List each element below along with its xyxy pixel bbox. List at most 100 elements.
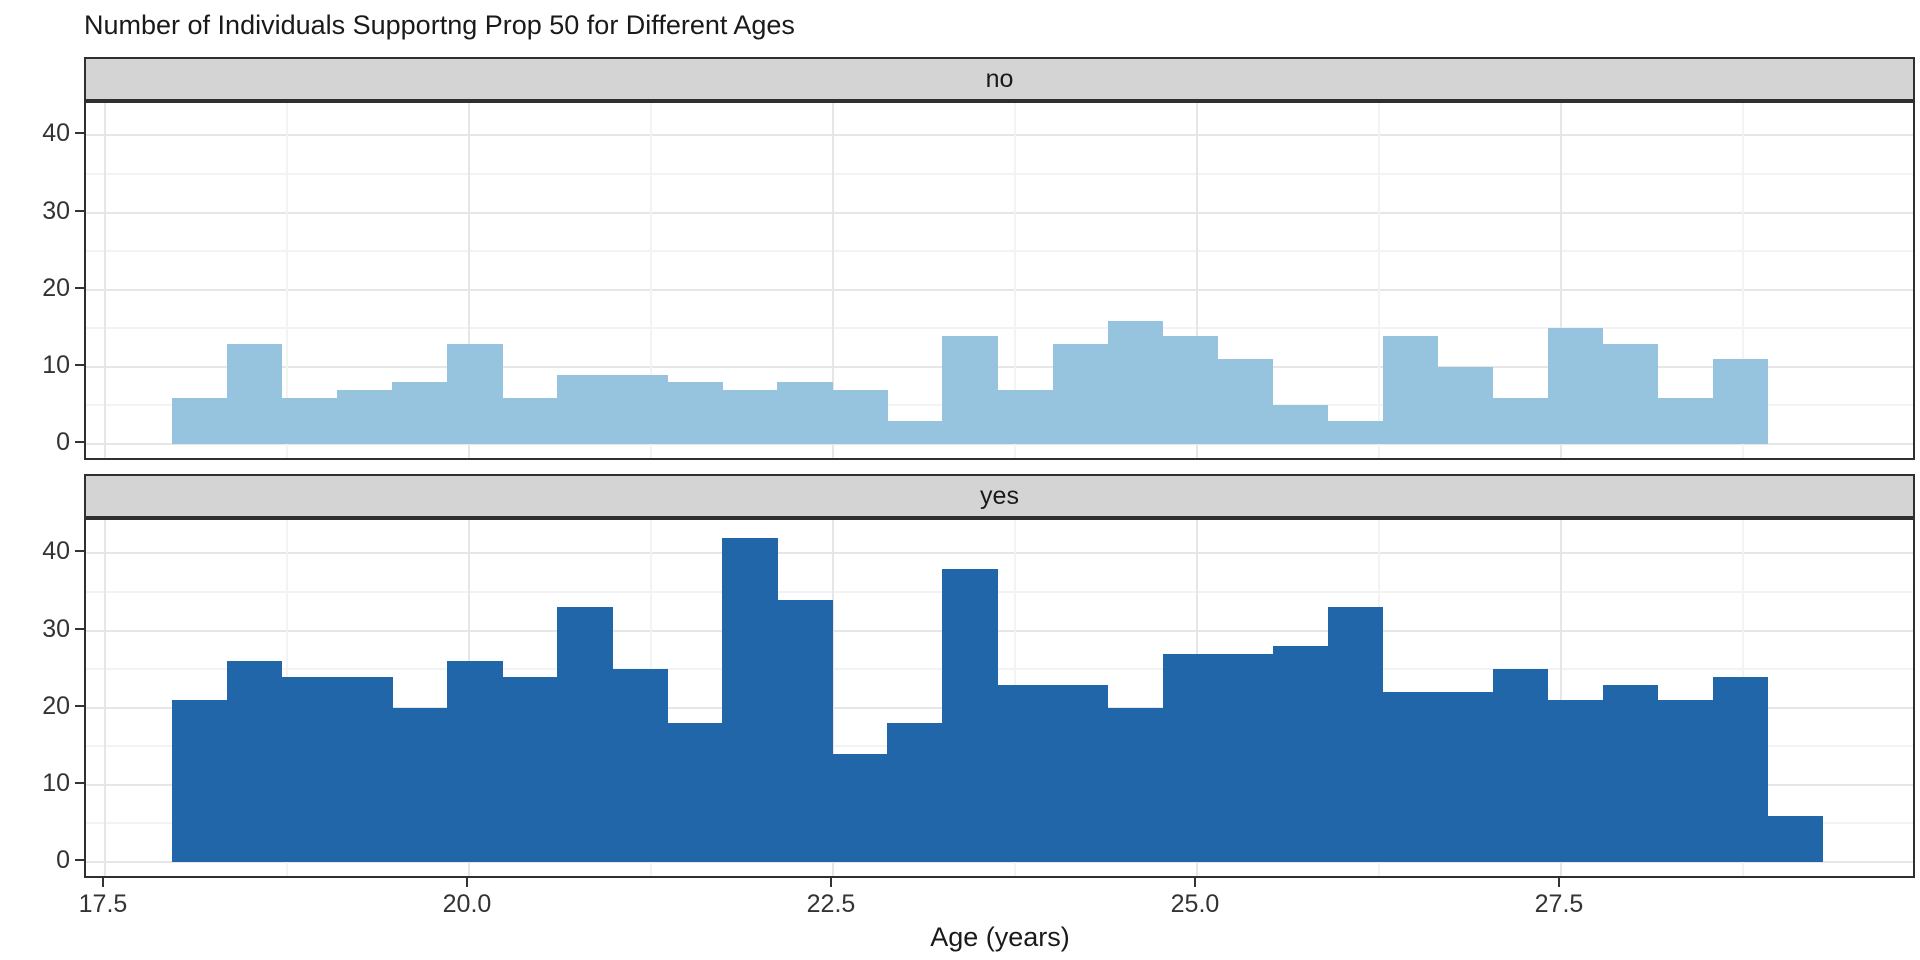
y-tick-label: 0	[56, 846, 70, 874]
gridline-major	[468, 103, 470, 458]
y-tick-label: 30	[42, 614, 70, 643]
y-tick-mark	[75, 550, 84, 553]
gridline-minor	[1014, 103, 1016, 458]
histogram-bar	[942, 335, 998, 444]
gridline-major	[104, 103, 106, 458]
histogram-bar	[612, 669, 668, 862]
histogram-bar	[887, 723, 943, 862]
gridline-major	[86, 288, 1913, 291]
gridline-major	[86, 629, 1913, 632]
histogram-bar	[337, 676, 393, 862]
gridline-major	[86, 861, 1913, 863]
y-tick-mark	[75, 132, 84, 135]
y-tick-label: 10	[42, 350, 70, 379]
facet-strip-no: no	[84, 57, 1915, 101]
chart-title: Number of Individuals Supportng Prop 50 …	[84, 10, 795, 40]
x-tick-label: 22.5	[806, 890, 856, 918]
gridline-major	[104, 520, 106, 876]
facet-strip-label-no: no	[985, 64, 1014, 93]
gridline-minor	[86, 590, 1913, 593]
histogram-bar	[1382, 692, 1439, 862]
histogram-bar	[667, 382, 723, 444]
histogram-bar	[1768, 815, 1824, 862]
histogram-bar	[447, 343, 503, 444]
histogram-bar	[612, 374, 668, 444]
histogram-bar	[1327, 420, 1384, 444]
y-tick-label: 30	[42, 196, 70, 225]
histogram-bar	[777, 382, 833, 444]
gridline-major	[86, 365, 1913, 368]
histogram-bar	[337, 389, 393, 444]
histogram-bar	[1217, 359, 1274, 444]
histogram-bar	[1162, 335, 1219, 444]
gridline-minor	[86, 327, 1913, 330]
y-tick-label: 40	[42, 537, 70, 566]
gridline-minor	[1742, 103, 1744, 458]
gridline-minor	[86, 250, 1913, 253]
histogram-bar	[392, 382, 448, 444]
histogram-bar	[1217, 653, 1274, 862]
gridline-major	[86, 211, 1913, 214]
y-tick-label: 20	[42, 273, 70, 302]
histogram-bar	[502, 676, 558, 862]
histogram-bar	[1602, 684, 1659, 862]
histogram-bar	[777, 599, 833, 862]
histogram-bar	[392, 707, 448, 862]
histogram-bar	[942, 568, 998, 862]
histogram-bar	[1657, 699, 1714, 862]
y-tick-mark	[75, 704, 84, 707]
histogram-bar	[171, 397, 228, 444]
gridline-major	[832, 103, 834, 458]
x-tick-mark	[1558, 878, 1560, 887]
histogram-bar	[1713, 676, 1769, 862]
x-tick-mark	[466, 878, 468, 887]
y-tick-mark	[75, 859, 84, 861]
y-tick-label: 40	[42, 119, 70, 148]
facet-strip-label-yes: yes	[980, 481, 1019, 510]
histogram-bar	[722, 537, 778, 862]
y-tick-label: 20	[42, 691, 70, 720]
x-tick-mark	[102, 878, 104, 887]
gridline-major	[1196, 103, 1198, 458]
histogram-bar	[1437, 692, 1494, 862]
histogram-bar	[1437, 366, 1494, 444]
histogram-bar	[832, 389, 888, 444]
gridline-minor	[86, 668, 1913, 671]
panel-no	[84, 101, 1915, 460]
histogram-bar	[1107, 707, 1164, 862]
histogram-bar	[282, 397, 338, 444]
histogram-bar	[722, 389, 778, 444]
histogram-bar	[1382, 335, 1439, 444]
histogram-bar	[227, 343, 283, 444]
histogram-bar	[171, 699, 228, 862]
x-tick-label: 27.5	[1534, 890, 1584, 918]
gridline-major	[832, 520, 834, 876]
histogram-bar	[447, 661, 503, 862]
histogram-bar	[1272, 405, 1329, 444]
x-tick-mark	[1194, 878, 1196, 887]
gridline-major	[86, 134, 1913, 137]
y-tick-mark	[75, 286, 84, 289]
histogram-bar	[1547, 699, 1604, 862]
histogram-bar	[1657, 397, 1714, 444]
gridline-minor	[86, 172, 1913, 175]
x-tick-mark	[830, 878, 832, 887]
y-tick-label: 0	[56, 428, 70, 456]
panel-yes	[84, 518, 1915, 878]
histogram-bar	[1052, 343, 1108, 444]
y-tick-label: 10	[42, 768, 70, 797]
histogram-bar	[1492, 397, 1549, 444]
histogram-bar	[227, 661, 283, 862]
histogram-bar	[1602, 343, 1659, 444]
gridline-major	[86, 552, 1913, 555]
facet-strip-yes: yes	[84, 474, 1915, 518]
histogram-bar	[667, 723, 723, 862]
gridline-minor	[1378, 103, 1380, 458]
histogram-bar	[1052, 684, 1108, 862]
histogram-bar	[502, 397, 558, 444]
y-tick-mark	[75, 363, 84, 366]
histogram-bar	[1327, 607, 1384, 862]
y-tick-mark	[75, 441, 84, 443]
y-tick-mark	[75, 781, 84, 784]
x-tick-label: 25.0	[1170, 890, 1220, 918]
